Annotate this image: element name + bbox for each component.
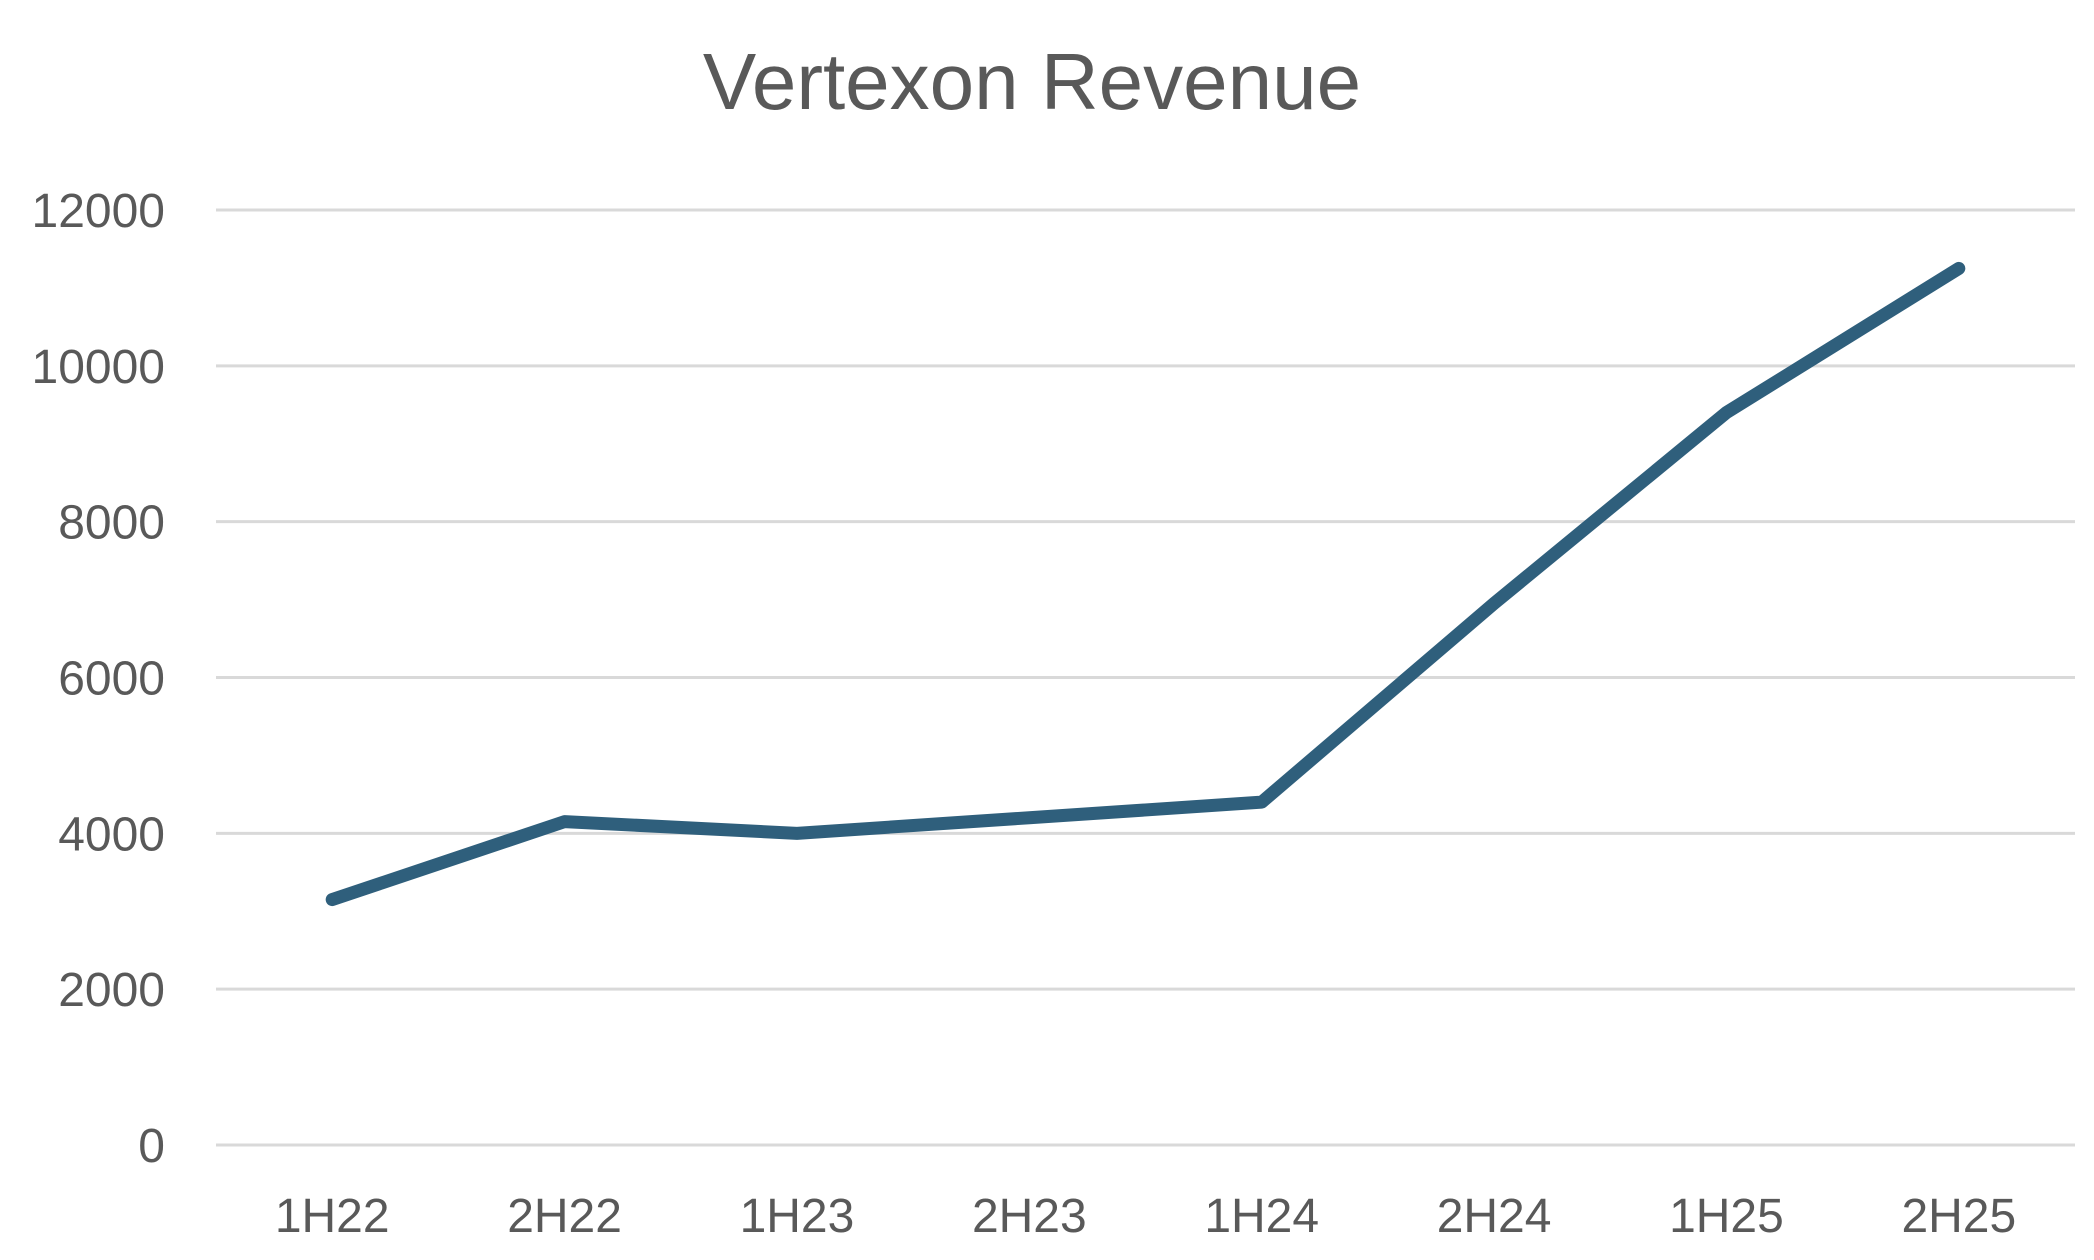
x-axis-tick-label: 1H22 [275, 1190, 390, 1243]
x-axis-tick-label: 2H25 [1901, 1190, 2016, 1243]
x-axis-tick-label: 1H24 [1204, 1190, 1319, 1243]
y-axis-tick-label: 12000 [32, 185, 165, 238]
x-axis-tick-label: 2H22 [507, 1190, 622, 1243]
y-axis-tick-label: 6000 [58, 653, 165, 706]
x-axis-tick-label: 2H24 [1437, 1190, 1552, 1243]
revenue-line [325, 261, 1966, 907]
y-axis-tick-label: 8000 [58, 497, 165, 550]
x-axis-tick-label: 2H23 [972, 1190, 1087, 1243]
y-axis-tick-label: 2000 [58, 964, 165, 1017]
y-axis-tick-label: 0 [138, 1120, 165, 1173]
y-axis-tick-label: 10000 [32, 341, 165, 394]
x-axis-tick-label: 1H23 [740, 1190, 855, 1243]
y-axis-tick-label: 4000 [58, 808, 165, 861]
x-axis-tick-label: 1H25 [1669, 1190, 1784, 1243]
chart-title: Vertexon Revenue [702, 37, 1362, 126]
